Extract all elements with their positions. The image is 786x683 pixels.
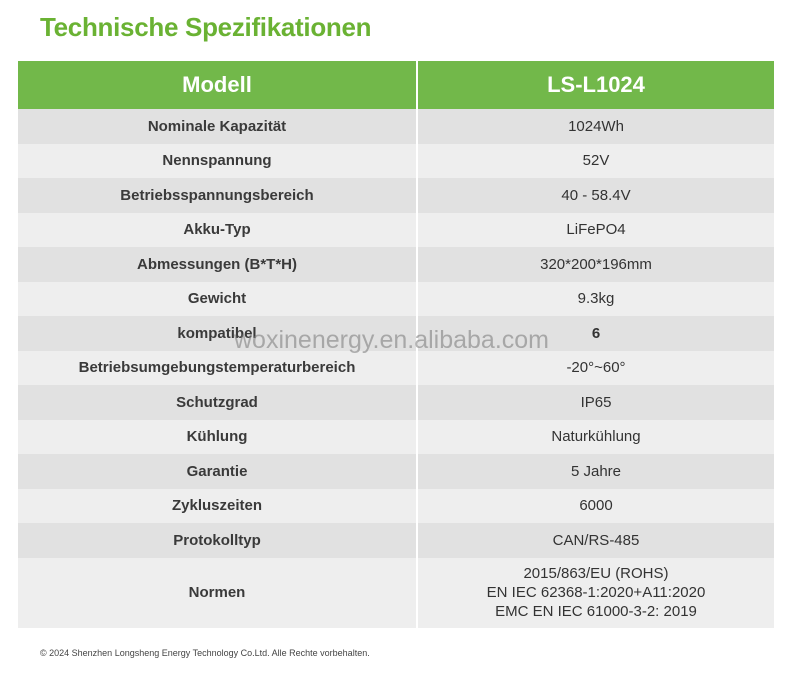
table-header-row: Modell LS-L1024 (18, 61, 774, 109)
spec-table: Modell LS-L1024 Nominale Kapazität 1024W… (18, 61, 774, 628)
row-label: Akku-Typ (18, 212, 417, 247)
table-row: Gewicht 9.3kg (18, 281, 774, 316)
row-value: 52V (416, 143, 774, 178)
table-row: Akku-Typ LiFePO4 (18, 212, 774, 247)
row-value-normen: 2015/863/EU (ROHS) EN IEC 62368-1:2020+A… (416, 557, 774, 628)
row-label: Nennspannung (18, 143, 417, 178)
row-label: Betriebsumgebungstemperaturbereich (18, 350, 417, 385)
header-model-value: LS-L1024 (416, 61, 774, 109)
table-row: Nominale Kapazität 1024Wh (18, 109, 774, 144)
norm-line: EMC EN IEC 61000-3-2: 2019 (495, 603, 697, 620)
row-value: Naturkühlung (416, 419, 774, 454)
row-label: Nominale Kapazität (18, 109, 417, 144)
row-value: 6000 (416, 488, 774, 523)
row-value: 6 (416, 316, 774, 351)
row-label: Gewicht (18, 281, 417, 316)
table-row: Abmessungen (B*T*H) 320*200*196mm (18, 247, 774, 282)
copyright-footer: © 2024 Shenzhen Longsheng Energy Technol… (40, 648, 370, 658)
row-label: Schutzgrad (18, 385, 417, 420)
header-label: Modell (18, 61, 417, 109)
table-row: Normen 2015/863/EU (ROHS) EN IEC 62368-1… (18, 557, 774, 628)
table-row: Nennspannung 52V (18, 143, 774, 178)
row-label: Zykluszeiten (18, 488, 417, 523)
row-label: Betriebsspannungsbereich (18, 178, 417, 213)
table-row: Schutzgrad IP65 (18, 385, 774, 420)
norm-line: 2015/863/EU (ROHS) (523, 565, 669, 582)
table-row: kompatibel 6 (18, 316, 774, 351)
page-title: Technische Spezifikationen (40, 12, 372, 42)
table-row: Protokolltyp CAN/RS-485 (18, 523, 774, 558)
row-value: CAN/RS-485 (416, 523, 774, 558)
table-row: Kühlung Naturkühlung (18, 419, 774, 454)
row-value: -20°~60° (416, 350, 774, 385)
row-value: 5 Jahre (416, 454, 774, 489)
row-label: Garantie (18, 454, 417, 489)
norm-line: EN IEC 62368-1:2020+A11:2020 (486, 584, 706, 601)
row-value: 40 - 58.4V (416, 178, 774, 213)
table-row: Betriebsspannungsbereich 40 - 58.4V (18, 178, 774, 213)
row-value: 9.3kg (416, 281, 774, 316)
row-label: Normen (18, 557, 417, 628)
row-label: Protokolltyp (18, 523, 417, 558)
table-row: Garantie 5 Jahre (18, 454, 774, 489)
row-value: LiFePO4 (416, 212, 774, 247)
row-value: 320*200*196mm (416, 247, 774, 282)
table-row: Betriebsumgebungstemperaturbereich -20°~… (18, 350, 774, 385)
row-value: IP65 (416, 385, 774, 420)
row-value: 1024Wh (416, 109, 774, 144)
table-row: Zykluszeiten 6000 (18, 488, 774, 523)
row-label: Abmessungen (B*T*H) (18, 247, 417, 282)
row-label: kompatibel (18, 316, 417, 351)
row-label: Kühlung (18, 419, 417, 454)
